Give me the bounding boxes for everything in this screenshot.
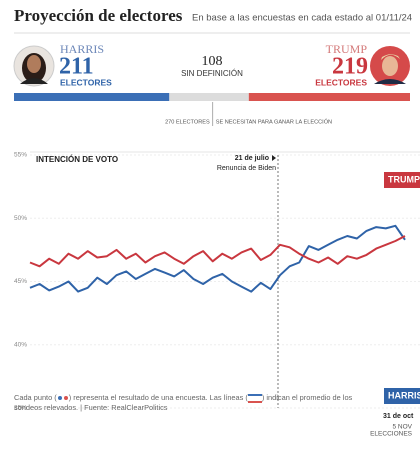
title: Proyección de electores [14, 6, 183, 25]
trump-name: TRUMP [326, 42, 368, 56]
y-tick-label: 50% [14, 215, 27, 222]
harris-votes: 211 [59, 54, 94, 80]
series-line [29, 235, 406, 268]
footnote-text: ) representa el resultado de una encuest… [68, 393, 248, 402]
y-tick-label: 45% [14, 278, 27, 285]
series-tag-label: HARRIS [388, 390, 420, 400]
harris-unit: ELECTORES [60, 77, 112, 87]
x-end-label: 31 de oct [383, 413, 414, 420]
undecided-segment [169, 93, 249, 101]
event-label: 21 de julio [235, 155, 269, 162]
trump-unit: ELECTORES [315, 77, 367, 87]
footnote-text: ) indican el promedio de los sondeos rel… [14, 393, 353, 412]
series-tag-label: TRUMP [388, 174, 420, 184]
event-arrow [272, 155, 276, 161]
series-tag [384, 172, 420, 188]
trump-segment [248, 93, 410, 101]
subtitle: En base a las encuestas en cada estado a… [192, 13, 412, 24]
harris-photo [13, 45, 55, 87]
event-note: Renuncia de Biden [217, 165, 276, 172]
harris-segment [14, 93, 170, 101]
trump-votes: 219 [332, 54, 368, 80]
threshold-label: 270 ELECTORES [165, 119, 210, 125]
chart-title: INTENCIÓN DE VOTO [36, 155, 118, 164]
dot-icon [57, 396, 62, 401]
harris-name: HARRIS [60, 42, 104, 56]
undecided-votes: 108 [202, 54, 223, 69]
undecided-label: SIN DEFINICIÓN [181, 69, 243, 78]
series-tag [384, 388, 420, 404]
series-line [29, 224, 406, 293]
vote-chart: 35% 40% 45% 50% 55% 21 de julio Renuncia de Bi… [14, 152, 420, 438]
trump-photo [370, 46, 410, 86]
threshold-note: SE NECESITAN PARA GANAR LA ELECCIÓN [216, 118, 332, 125]
y-tick-label: 55% [14, 152, 27, 159]
line-icon [247, 393, 262, 403]
y-tick-label: 35% [14, 405, 27, 412]
x-end-label: ELECCIONES [370, 431, 413, 438]
dot-icon [63, 396, 68, 401]
x-end-label: 5 NOV [392, 424, 412, 431]
footnote-text: Cada punto ( [14, 393, 57, 402]
y-tick-label: 40% [14, 341, 27, 348]
footnote: Cada punto ( ) representa el resultado de… [14, 393, 354, 413]
